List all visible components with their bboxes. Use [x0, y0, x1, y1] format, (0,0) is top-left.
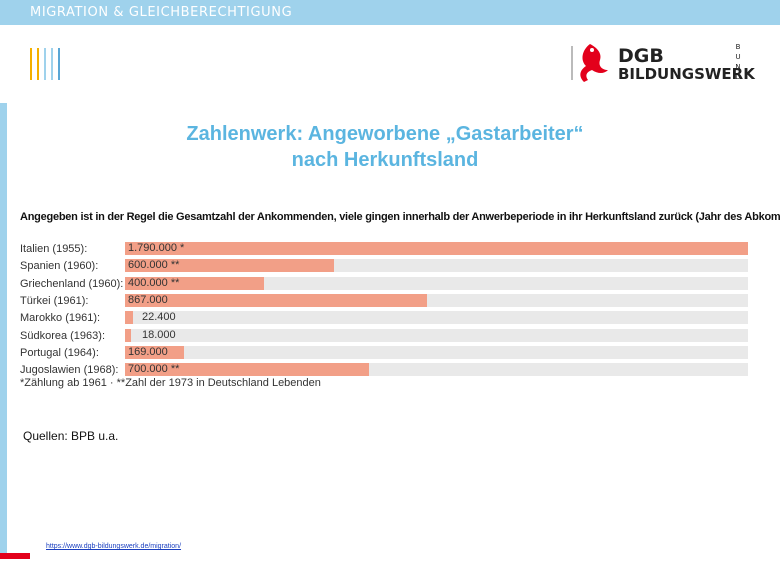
bar-track — [125, 276, 748, 290]
value-label: 600.000 ** — [128, 259, 180, 272]
slide-title: Zahlenwerk: Angeworbene „Gastarbeiter“ n… — [90, 121, 680, 173]
logo-text-bildungswerk: BILDUNGSWERK — [618, 65, 755, 83]
bar-track — [125, 328, 748, 342]
decorative-line — [30, 48, 32, 80]
logo-bund-letter: B — [735, 43, 741, 51]
bar-track — [125, 242, 748, 255]
bird-icon — [571, 44, 608, 82]
chart-row: Marokko (1961): 22.400 — [20, 311, 748, 328]
bar — [125, 328, 132, 342]
logo-text-dgb: DGB — [618, 45, 664, 67]
value-label: 400.000 ** — [128, 276, 180, 289]
chart-title: Angegeben ist in der Regel die Gesamtzah… — [20, 211, 780, 223]
left-accent-bar — [0, 103, 7, 555]
decorative-line — [37, 48, 39, 80]
sources-text: Quellen: BPB u.a. — [23, 429, 119, 443]
category-label: Spanien (1960): — [20, 260, 99, 273]
logo-bund-letter: N — [735, 63, 741, 71]
bar — [125, 345, 184, 359]
header-bar: MIGRATION & GLEICHBERECHTIGUNG — [0, 0, 780, 25]
bar — [125, 276, 265, 290]
category-label: Italien (1955): — [20, 243, 88, 255]
bar — [125, 363, 369, 377]
chart-footnote: *Zählung ab 1961 · **Zahl der 1973 in De… — [20, 377, 321, 389]
value-label: 1.790.000 * — [128, 242, 185, 254]
category-label: Südkorea (1963): — [20, 329, 105, 342]
logo-bund-letter: D — [735, 73, 741, 81]
chart-row: Südkorea (1963): 18.000 — [20, 328, 748, 346]
bottom-red-mark — [0, 553, 30, 559]
bar-track — [125, 259, 748, 273]
bar — [125, 242, 748, 255]
chart-row: Jugoslawien (1968): 700.000 ** — [20, 363, 748, 380]
decorative-line — [58, 48, 60, 80]
category-label: Griechenland (1960): — [20, 277, 124, 290]
chart-row: Italien (1955): 1.790.000 * — [20, 242, 748, 259]
value-label: 700.000 ** — [128, 363, 180, 376]
source-link[interactable]: https://www.dgb-bildungswerk.de/migratio… — [46, 543, 182, 550]
header-title: MIGRATION & GLEICHBERECHTIGUNG — [30, 5, 293, 20]
chart-row: Türkei (1961): 867.000 — [20, 293, 748, 311]
bar-track — [125, 363, 748, 377]
value-label: 22.400 — [142, 311, 176, 324]
chart-row: Griechenland (1960): 400.000 ** — [20, 276, 748, 294]
value-label: 169.000 — [128, 345, 168, 358]
bar-track — [125, 311, 748, 325]
bar — [125, 259, 334, 273]
bar — [125, 311, 133, 325]
decorative-line — [44, 48, 46, 80]
bar — [125, 293, 427, 307]
bar-track — [125, 345, 748, 359]
chart-row: Spanien (1960): 600.000 ** — [20, 259, 748, 276]
category-label: Türkei (1961): — [20, 294, 89, 307]
value-label: 867.000 — [128, 293, 168, 306]
category-label: Jugoslawien (1968): — [20, 364, 119, 377]
slide-title-line-1: Zahlenwerk: Angeworbene „Gastarbeiter“ — [186, 123, 584, 145]
category-label: Marokko (1961): — [20, 312, 101, 325]
chart-row: Portugal (1964): 169.000 — [20, 345, 748, 363]
bar-track — [125, 293, 748, 307]
logo-bund-letter: U — [735, 53, 741, 61]
category-label: Portugal (1964): — [20, 346, 99, 359]
value-label: 18.000 — [142, 328, 176, 341]
slide-title-line-2: nach Herkunftsland — [291, 149, 479, 171]
decorative-line — [51, 48, 53, 80]
